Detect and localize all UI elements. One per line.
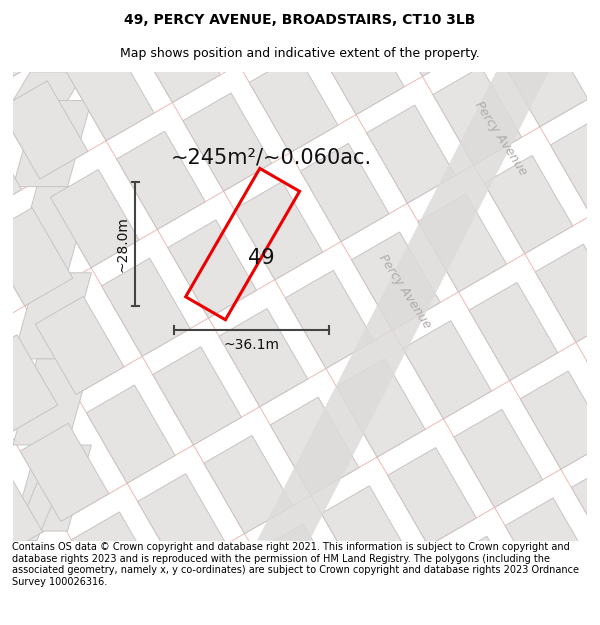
- Text: Percy Avenue: Percy Avenue: [376, 253, 434, 331]
- Polygon shape: [418, 194, 506, 292]
- Polygon shape: [71, 512, 160, 610]
- Polygon shape: [13, 359, 91, 445]
- Polygon shape: [137, 474, 226, 572]
- Polygon shape: [535, 244, 600, 342]
- Polygon shape: [0, 119, 22, 218]
- Polygon shape: [433, 67, 521, 165]
- Polygon shape: [505, 498, 594, 596]
- Polygon shape: [454, 409, 542, 508]
- Polygon shape: [13, 445, 91, 531]
- Polygon shape: [183, 93, 272, 191]
- Polygon shape: [469, 282, 558, 381]
- Polygon shape: [382, 0, 470, 76]
- Text: ~245m²/~0.060ac.: ~245m²/~0.060ac.: [171, 148, 372, 168]
- Polygon shape: [153, 347, 241, 445]
- Polygon shape: [270, 397, 359, 496]
- Text: ~36.1m: ~36.1m: [223, 338, 279, 352]
- Polygon shape: [586, 332, 600, 431]
- Polygon shape: [484, 156, 573, 254]
- Polygon shape: [322, 486, 410, 584]
- Polygon shape: [13, 187, 91, 272]
- Polygon shape: [35, 296, 124, 394]
- Polygon shape: [13, 483, 61, 541]
- Polygon shape: [255, 524, 344, 622]
- Polygon shape: [571, 459, 600, 558]
- Polygon shape: [0, 81, 88, 179]
- Polygon shape: [101, 258, 190, 356]
- Polygon shape: [0, 0, 37, 91]
- Text: ~28.0m: ~28.0m: [116, 216, 130, 272]
- Polygon shape: [234, 182, 323, 280]
- Polygon shape: [550, 118, 600, 216]
- Polygon shape: [337, 359, 425, 457]
- Text: 49: 49: [248, 248, 275, 268]
- Polygon shape: [439, 536, 527, 625]
- Polygon shape: [219, 309, 308, 407]
- Polygon shape: [65, 42, 154, 141]
- Polygon shape: [204, 436, 293, 534]
- Polygon shape: [0, 462, 43, 560]
- Polygon shape: [0, 208, 73, 306]
- Polygon shape: [168, 220, 257, 318]
- Text: Percy Avenue: Percy Avenue: [472, 99, 530, 178]
- Polygon shape: [566, 0, 600, 89]
- Polygon shape: [520, 371, 600, 469]
- Polygon shape: [50, 169, 139, 268]
- Text: 49, PERCY AVENUE, BROADSTAIRS, CT10 3LB: 49, PERCY AVENUE, BROADSTAIRS, CT10 3LB: [124, 13, 476, 27]
- Polygon shape: [388, 448, 476, 546]
- Text: Map shows position and indicative extent of the property.: Map shows position and indicative extent…: [120, 48, 480, 61]
- Polygon shape: [13, 101, 91, 187]
- Polygon shape: [285, 270, 374, 368]
- Polygon shape: [132, 4, 220, 102]
- Polygon shape: [0, 334, 58, 433]
- Polygon shape: [403, 321, 491, 419]
- Polygon shape: [257, 72, 549, 541]
- Polygon shape: [20, 423, 109, 521]
- Polygon shape: [13, 72, 85, 101]
- Polygon shape: [367, 105, 455, 203]
- Polygon shape: [116, 131, 205, 229]
- Polygon shape: [13, 272, 91, 359]
- Polygon shape: [86, 385, 175, 483]
- Text: Contains OS data © Crown copyright and database right 2021. This information is : Contains OS data © Crown copyright and d…: [12, 542, 579, 587]
- Polygon shape: [301, 143, 389, 241]
- Polygon shape: [499, 29, 588, 127]
- Polygon shape: [249, 55, 338, 153]
- Polygon shape: [352, 232, 440, 330]
- Polygon shape: [316, 16, 404, 114]
